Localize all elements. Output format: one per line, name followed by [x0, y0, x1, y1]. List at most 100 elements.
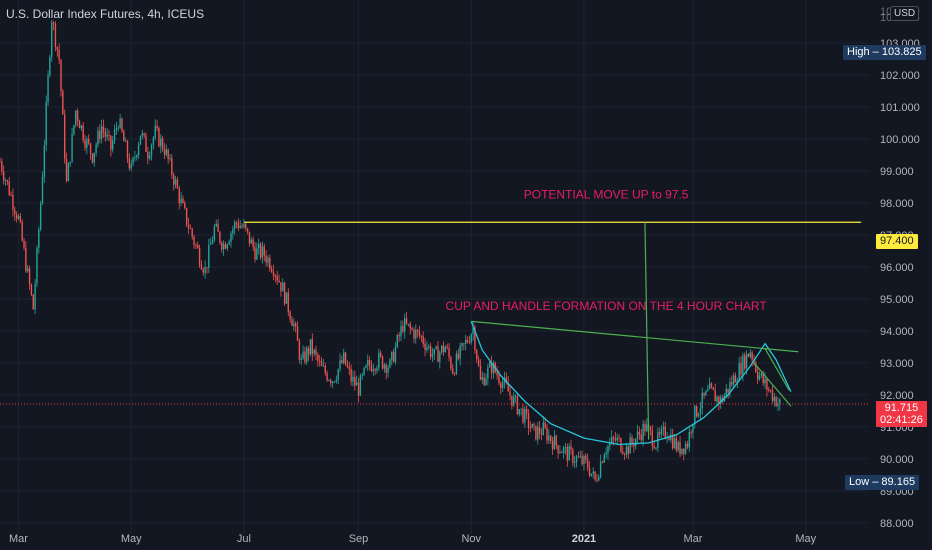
candle: [727, 388, 729, 399]
candle: [585, 453, 587, 464]
candle-body: [415, 329, 417, 339]
candle: [492, 360, 495, 379]
candle-body: [265, 255, 267, 263]
candle-body: [716, 396, 718, 402]
candle: [154, 119, 156, 141]
candle-body: [564, 447, 567, 448]
candle: [455, 350, 458, 376]
candle-body: [727, 388, 729, 393]
candle-body: [331, 381, 334, 384]
candle-body: [254, 247, 256, 260]
candle-body: [195, 244, 197, 246]
candle-body: [106, 134, 108, 137]
time-axis[interactable]: Mar May Jul Sep Nov 2021 Mar May: [9, 533, 817, 545]
high-label-text: High: [847, 46, 870, 58]
candle-body: [635, 438, 637, 447]
candle-body: [185, 207, 188, 225]
candle-body: [51, 22, 53, 57]
candle: [161, 135, 164, 152]
candle: [679, 435, 681, 458]
candle-body: [298, 340, 301, 360]
candle: [171, 154, 173, 180]
price-tick-label: 95.000: [880, 294, 914, 306]
candle: [108, 130, 110, 142]
candle-body: [76, 110, 79, 121]
candle: [119, 113, 121, 129]
candle: [156, 120, 158, 131]
candle-body: [19, 216, 22, 222]
candle-body: [235, 222, 238, 224]
candle-body: [404, 318, 406, 332]
currency-button[interactable]: USD: [890, 6, 920, 21]
candle: [616, 433, 618, 446]
candle-body: [428, 346, 430, 348]
candle-body: [720, 397, 722, 404]
candle: [442, 341, 445, 357]
candle: [318, 354, 321, 367]
candle: [655, 446, 657, 451]
candle: [407, 323, 410, 327]
candle: [213, 223, 216, 243]
candle: [572, 447, 574, 467]
candle-body: [431, 354, 434, 357]
candle-body: [269, 257, 271, 270]
candle-body: [594, 471, 596, 480]
candle: [411, 326, 413, 331]
candle-body: [625, 446, 628, 455]
candle: [361, 372, 363, 381]
candle: [136, 154, 138, 161]
candle-body: [274, 275, 277, 277]
candle: [596, 473, 598, 483]
candle: [424, 338, 426, 357]
candle: [768, 386, 770, 393]
candle-body: [167, 149, 169, 159]
candle-body: [213, 226, 216, 241]
candle: [204, 260, 206, 279]
symbol-title[interactable]: U.S. Dollar Index Futures, 4h, ICEUS: [6, 7, 205, 21]
candle-body: [609, 442, 611, 446]
price-axis[interactable]: 103.000102.000101.000100.00099.00098.000…: [880, 6, 920, 530]
candle: [346, 360, 349, 369]
candle-body: [47, 75, 49, 103]
price-tick-label: 96.000: [880, 262, 914, 274]
candle-body: [455, 353, 458, 374]
candle-body: [744, 355, 746, 369]
candle-body: [221, 242, 223, 250]
candle-body: [426, 347, 428, 350]
candle-body: [490, 362, 493, 374]
time-tick-label: 2021: [572, 533, 596, 545]
candle: [529, 421, 532, 433]
candle-body: [343, 352, 345, 363]
candle: [65, 152, 68, 183]
candle: [525, 405, 528, 420]
candle: [270, 265, 273, 274]
candle-body: [684, 443, 687, 454]
candle: [47, 70, 49, 106]
candle-body: [483, 377, 485, 386]
candle: [607, 444, 609, 460]
candle: [738, 357, 740, 382]
candle-body: [355, 382, 358, 386]
candle: [483, 372, 485, 387]
resistance-price-label: 97.400: [876, 234, 918, 249]
candle: [39, 200, 42, 232]
candle-body: [561, 452, 563, 453]
candle-body: [378, 352, 380, 368]
candle-body: [328, 380, 330, 382]
candle-body: [712, 387, 715, 390]
candle: [603, 452, 605, 463]
candle: [208, 238, 210, 274]
candle: [112, 135, 114, 153]
candle-body: [365, 365, 367, 368]
candle: [123, 129, 125, 142]
candle-body: [154, 125, 156, 138]
time-tick-label: May: [121, 533, 142, 545]
candle: [0, 157, 1, 163]
candle-body: [294, 323, 297, 327]
candle: [173, 172, 175, 191]
candle-body: [642, 424, 644, 441]
candle-body: [189, 228, 192, 229]
candle: [404, 313, 406, 339]
candle-body: [108, 134, 110, 136]
